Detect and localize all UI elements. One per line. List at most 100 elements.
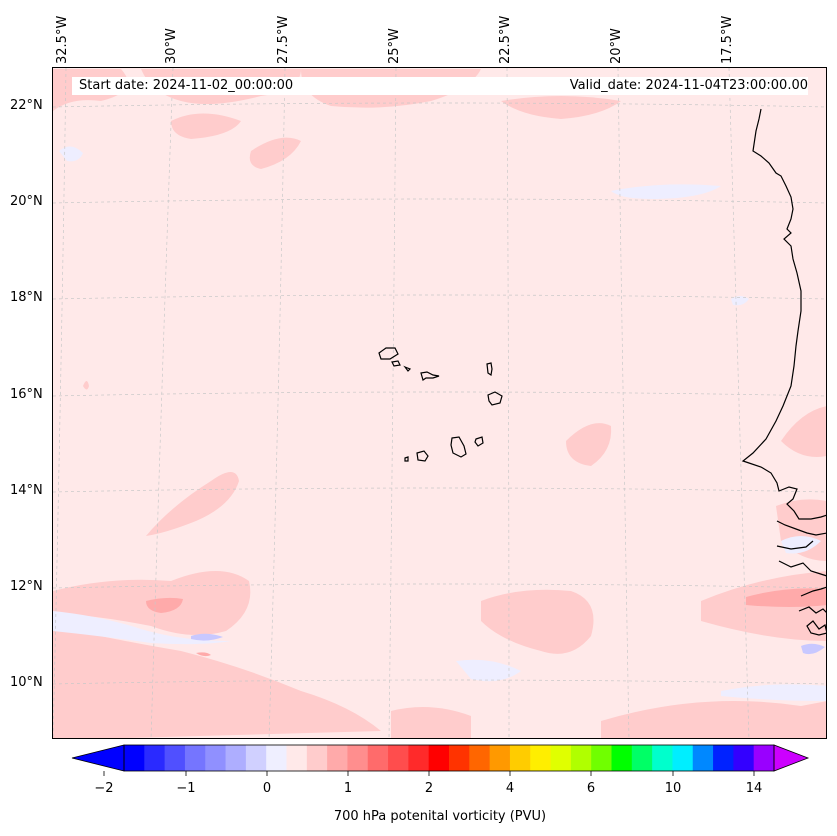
parallel-line [53, 487, 826, 493]
africa-coastline [798, 606, 826, 614]
longitude-label: 22.5°W [498, 15, 513, 64]
pv-patch [566, 423, 612, 466]
pv-patch [781, 406, 826, 457]
colorbar-cell [672, 745, 694, 771]
colorbar-cell [469, 745, 491, 771]
africa-coastline [800, 586, 826, 597]
parallel-line [53, 583, 826, 589]
colorbar-cell [347, 745, 369, 771]
colorbar-cell [753, 745, 775, 771]
colorbar-tick-label: 2 [424, 781, 434, 796]
colorbar-tick-label: 0 [262, 781, 272, 796]
colorbar-cell [713, 745, 734, 771]
parallel-line [53, 198, 826, 204]
colorbar-over-outline [773, 744, 810, 772]
africa-coastline [741, 108, 826, 520]
colorbar-title: 700 hPa potenital vorticity (PVU) [333, 809, 547, 824]
colorbar-cell [266, 745, 288, 771]
latitude-label: 18°N [10, 290, 43, 305]
meridian-line [388, 68, 397, 738]
pv-patch-strong [746, 588, 826, 607]
colorbar-cell [286, 745, 308, 771]
colorbar-tick-label: 10 [664, 781, 682, 796]
latitude-label: 20°N [10, 194, 43, 209]
colorbar-tick-label: 6 [586, 781, 596, 796]
pv-patch-strong [196, 652, 211, 657]
island-fogo [416, 450, 429, 462]
colorbar-tick-label: 4 [505, 781, 515, 796]
pv-patch-negative [191, 633, 223, 641]
pv-patch-negative [456, 659, 521, 682]
latitude-label: 14°N [10, 483, 43, 498]
island-brava [404, 456, 409, 462]
pv-patch-negative [801, 643, 825, 655]
colorbar-ticks [103, 771, 755, 776]
colorbar-under-outline [71, 744, 125, 772]
colorbar-cell [327, 745, 349, 771]
colorbar-cell [550, 745, 572, 771]
island-maio [474, 436, 484, 447]
longitude-label: 32.5°W [55, 15, 70, 64]
latitude-label: 22°N [10, 98, 43, 113]
pv-patch-negative [611, 184, 721, 199]
colorbar-cell [124, 745, 145, 771]
pv-patch-negative [721, 684, 826, 701]
colorbar-cell [428, 745, 450, 771]
map-canvas [53, 68, 826, 738]
colorbar-cell [388, 745, 409, 771]
parallel-line [53, 294, 826, 300]
colorbar-cell [611, 745, 633, 771]
start-date-text: Start date: 2024-11-02_00:00:00 [79, 78, 294, 93]
colorbar-cell [631, 745, 653, 771]
colorbar-cell [570, 745, 592, 771]
colorbar-tick-label: −2 [94, 781, 114, 796]
island-sao-nicolau [420, 371, 440, 381]
latitude-label: 16°N [10, 387, 43, 402]
pv-patch [171, 113, 241, 139]
pv-patch-negative [59, 146, 83, 162]
africa-coastline [776, 520, 826, 536]
colorbar-cell [184, 745, 206, 771]
meridian-line [617, 68, 630, 738]
longitude-label: 20°W [609, 28, 624, 64]
island-sao-vicente [391, 360, 401, 367]
latitude-label: 10°N [10, 675, 43, 690]
pv-patch [146, 472, 239, 536]
meridian-line [150, 68, 174, 738]
pv-patch [501, 96, 621, 119]
colorbar-cell [225, 745, 247, 771]
colorbar-cell [530, 745, 552, 771]
colorbar-under-triangle [72, 745, 124, 771]
colorbar-cell [245, 745, 267, 771]
colorbar-cell [306, 745, 328, 771]
colorbar-tick-label: 14 [745, 781, 763, 796]
pv-patch [83, 381, 89, 390]
colorbar-cell [164, 745, 186, 771]
island-santo-antao [378, 347, 399, 360]
longitude-label: 27.5°W [276, 15, 291, 64]
parallel-line [53, 679, 826, 685]
colorbar-cell [205, 745, 227, 771]
parallel-line [53, 102, 826, 108]
colorbar-cells [124, 745, 775, 771]
map-panel [52, 67, 827, 739]
africa-coastline [806, 620, 826, 636]
island-santiago [450, 436, 467, 458]
colorbar-cell [408, 745, 430, 771]
latitude-label: 12°N [10, 579, 43, 594]
colorbar-cell [652, 745, 674, 771]
pv-patch-negative [53, 611, 231, 645]
meridian-line [506, 68, 510, 738]
pv-contour-fill [53, 69, 826, 738]
colorbar-cell [733, 745, 755, 771]
meridian-line [53, 68, 67, 738]
pv-patch [249, 137, 301, 169]
longitude-label: 17.5°W [720, 15, 735, 64]
longitude-label: 25°W [387, 28, 402, 64]
colorbar-cell [509, 745, 531, 771]
africa-coastline [778, 560, 826, 577]
pv-patch-negative [731, 296, 749, 306]
colorbar [71, 744, 810, 776]
longitude-label: 30°W [164, 28, 179, 64]
island-santa-luzia [403, 365, 412, 372]
